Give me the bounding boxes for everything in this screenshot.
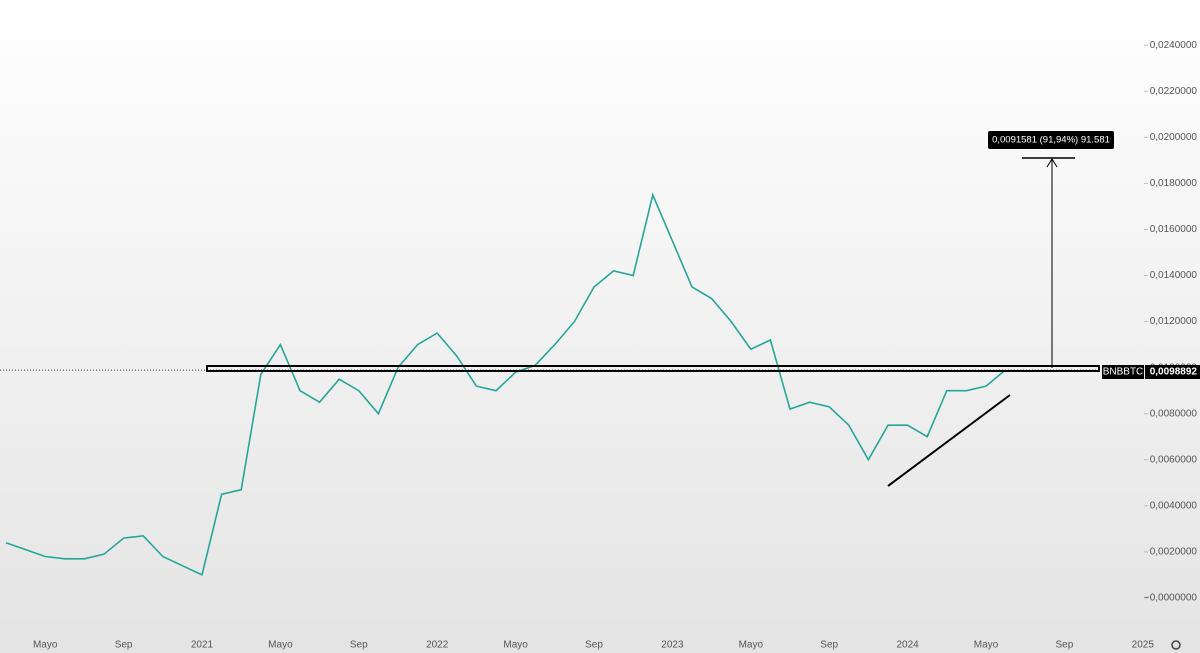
x-tick-label: Mayo [503, 640, 528, 651]
y-tick-label: 0,0240000 [1150, 40, 1198, 51]
x-tick-label: Sep [350, 640, 368, 651]
last-price-label: 0,0098892 [1150, 367, 1198, 378]
x-tick-label: 2025 [1132, 640, 1155, 651]
trend-line [887, 394, 1011, 487]
y-tick-label: 0,0020000 [1150, 547, 1198, 558]
arrow-head [1046, 158, 1058, 168]
x-tick-label: 2024 [896, 640, 919, 651]
y-tick-label: 0,0220000 [1150, 86, 1198, 97]
x-tick-label: Mayo [974, 640, 999, 651]
x-tick-label: Sep [1056, 640, 1074, 651]
y-tick-label: 0,0200000 [1150, 132, 1198, 143]
symbol-box [1102, 365, 1144, 379]
x-tick-label: 2021 [191, 640, 214, 651]
y-tick-label: 0,0140000 [1150, 270, 1198, 281]
y-tick-label: 0,0120000 [1150, 316, 1198, 327]
measure-label: 0,0091581 (91,94%) 91.581 [992, 135, 1110, 146]
price-box [1145, 365, 1200, 379]
y-tick-label: 0,0060000 [1150, 454, 1198, 465]
y-tick-label: 0,0160000 [1150, 224, 1198, 235]
x-tick-label: Sep [115, 640, 133, 651]
level-box [206, 365, 1100, 372]
x-tick-label: 2022 [426, 640, 449, 651]
symbol: BNBBTC [1103, 367, 1144, 378]
measure-label-box [988, 131, 1114, 149]
x-tick-label: Mayo [268, 640, 293, 651]
settings-icon[interactable] [1171, 640, 1181, 650]
y-tick-label: 0,0180000 [1150, 178, 1198, 189]
price-line [5, 192, 1007, 577]
x-tick-label: Sep [820, 640, 838, 651]
y-tick-label: 0,0040000 [1150, 500, 1198, 511]
x-tick-label: Mayo [33, 640, 58, 651]
y-tick-label: −0,0000000 [1144, 593, 1198, 604]
x-tick-label: Sep [585, 640, 603, 651]
y-tick-label: 0,0080000 [1150, 408, 1198, 419]
x-tick-label: Mayo [739, 640, 764, 651]
x-tick-label: 2023 [661, 640, 684, 651]
